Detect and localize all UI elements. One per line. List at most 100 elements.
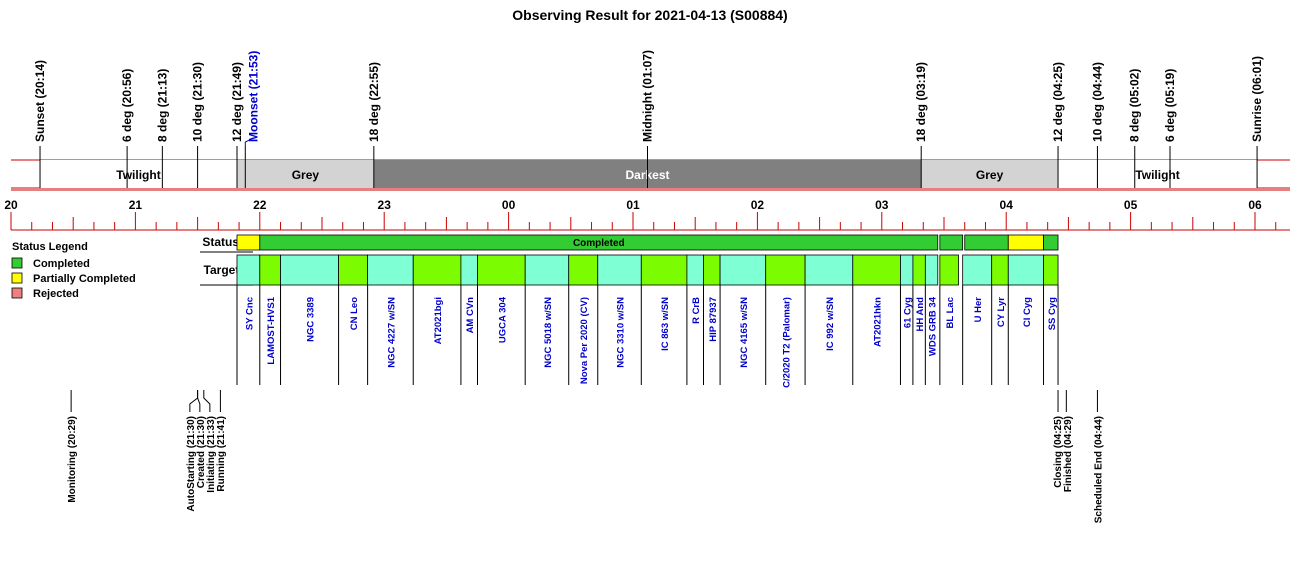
target-label-ci-cyg: CI Cyg xyxy=(1022,297,1033,327)
legend-title: Status Legend xyxy=(12,241,88,253)
target-label-at2021hkn: AT2021hkn xyxy=(873,297,884,347)
sky-band-grey-3 xyxy=(921,160,1059,188)
target-block-ngc-5018-w-sn xyxy=(524,254,570,286)
sky-band-label: Twilight xyxy=(116,168,160,182)
target-label-am-cvn: AM CVn xyxy=(465,297,476,334)
sky-event-label-moonset-21-53: Moonset (21:53) xyxy=(246,51,260,142)
target-label-at2021bgi: AT2021bgi xyxy=(433,297,444,344)
target-label-wds-grb-34: WDS GRB 34 xyxy=(928,296,939,356)
target-label-ngc-3389: NGC 3389 xyxy=(306,297,317,342)
hour-tick-label: 23 xyxy=(378,198,392,212)
system-event-leader xyxy=(189,390,199,412)
target-label-ngc-3310-w-sn: NGC 3310 w/SN xyxy=(616,297,627,368)
status-segment-4 xyxy=(1007,234,1044,251)
system-event-label-monitoring-20-29: Monitoring (20:29) xyxy=(67,416,78,503)
target-block-am-cvn xyxy=(460,254,478,286)
moonset-leader xyxy=(244,137,254,146)
status-segment-1 xyxy=(259,234,939,251)
target-block-cy-lyr xyxy=(991,254,1009,286)
sky-band-twilight-4 xyxy=(1058,160,1258,188)
target-label-bl-lac: BL Lac xyxy=(945,297,956,329)
hour-tick-label: 01 xyxy=(626,198,640,212)
legend-swatch-rejected xyxy=(11,287,23,299)
target-block-ic-863-w-sn xyxy=(640,254,688,286)
status-segment-5 xyxy=(1043,234,1059,251)
sky-band-grey-1 xyxy=(236,160,374,188)
target-label-cy-lyr: CY Lyr xyxy=(996,297,1007,327)
sky-event-label-6-deg-05-19: 6 deg (05:19) xyxy=(1163,69,1177,142)
target-block-lamost-hvs1 xyxy=(259,254,281,286)
sky-events-group: Sunset (20:14) 6 deg (20:56) 8 deg (21:13)… xyxy=(33,50,1264,188)
target-label-ugca-304: UGCA 304 xyxy=(497,296,508,343)
target-label-ngc-5018-w-sn: NGC 5018 w/SN xyxy=(543,297,554,368)
hour-tick-label: 06 xyxy=(1248,198,1262,212)
target-label-61-cyg: 61 Cyg xyxy=(903,297,914,328)
target-block-hip-87937 xyxy=(703,254,721,286)
target-block-ss-cyg xyxy=(1043,254,1059,286)
hour-tick-label: 21 xyxy=(129,198,143,212)
system-event-leader xyxy=(197,390,201,412)
target-block-ic-992-w-sn xyxy=(804,254,854,286)
sky-event-label-sunrise-06-01: Sunrise (06:01) xyxy=(1250,56,1264,142)
sky-event-label-8-deg-21-13: 8 deg (21:13) xyxy=(155,69,169,142)
sky-event-label-8-deg-05-02: 8 deg (05:02) xyxy=(1128,69,1142,142)
hour-tick-label: 22 xyxy=(253,198,267,212)
target-label-hh-and: HH And xyxy=(915,297,926,332)
status-segment-0 xyxy=(236,234,261,251)
target-block-61-cyg xyxy=(900,254,914,286)
legend-label-rejected: Rejected xyxy=(33,288,79,300)
targets-row-label: Targets xyxy=(204,263,247,277)
target-label-ic-863-w-sn: IC 863 w/SN xyxy=(660,297,671,351)
target-block-ugca-304 xyxy=(477,254,526,286)
time-axis-group: 20 21 22 23 00 01 02 03 04 05 06 xyxy=(4,189,1290,231)
sky-event-label-10-deg-21-30: 10 deg (21:30) xyxy=(191,62,205,142)
target-block-u-her xyxy=(962,254,993,286)
target-block-hh-and xyxy=(912,254,926,286)
hour-tick-label: 04 xyxy=(1000,198,1014,212)
target-block-c-2020-t2-palomar xyxy=(765,254,806,286)
target-block-at2021bgi xyxy=(412,254,462,286)
status-completed-label: Completed xyxy=(573,238,625,249)
target-label-u-her: U Her xyxy=(973,297,984,323)
system-events-group: Monitoring (20:29) AutoStarting (21:30) Cr… xyxy=(67,390,1104,523)
system-event-label-created-21-30: Created (21:30) xyxy=(196,416,207,488)
sky-event-label-12-deg-21-49: 12 deg (21:49) xyxy=(230,62,244,142)
target-block-sy-cnc xyxy=(236,254,261,286)
sky-event-label-6-deg-20-56: 6 deg (20:56) xyxy=(120,69,134,142)
system-event-label-scheduled-end-04-44: Scheduled End (04:44) xyxy=(1093,416,1104,523)
system-event-label-running-21-41: Running (21:41) xyxy=(216,416,227,492)
target-block-ngc-3310-w-sn xyxy=(597,254,642,286)
sky-event-label-12-deg-04-25: 12 deg (04:25) xyxy=(1051,62,1065,142)
target-block-cn-leo xyxy=(338,254,369,286)
sky-band-label: Grey xyxy=(976,168,1004,182)
system-event-label-finished-04-29: Finished (04:29) xyxy=(1063,416,1074,492)
targets-row-group: Targets SY Cnc LAMOST-HVS1 NGC 3389 CN Leo NG… xyxy=(200,254,1059,388)
hour-tick-label: 20 xyxy=(4,198,18,212)
hour-tick-label: 05 xyxy=(1124,198,1138,212)
target-label-lamost-hvs1: LAMOST-HVS1 xyxy=(266,296,277,364)
target-label-c-2020-t2-palomar: C/2020 T2 (Palomar) xyxy=(781,297,792,388)
hour-tick-label: 02 xyxy=(751,198,765,212)
legend-swatch-partially-completed xyxy=(11,272,23,284)
sky-event-label-18-deg-22-55: 18 deg (22:55) xyxy=(367,62,381,142)
status-row-label: Status xyxy=(202,235,239,249)
target-label-ngc-4165-w-sn: NGC 4165 w/SN xyxy=(739,297,750,368)
system-event-label-initiating-21-33: Initiating (21:33) xyxy=(206,416,217,493)
sky-event-label-sunset-20-14: Sunset (20:14) xyxy=(33,60,47,142)
target-block-bl-lac xyxy=(939,254,959,286)
target-label-ss-cyg: SS Cyg xyxy=(1047,297,1058,330)
system-event-label-closing-04-25: Closing (04:25) xyxy=(1053,416,1064,488)
target-block-r-crb xyxy=(686,254,704,286)
sky-band-twilight-0 xyxy=(40,160,237,188)
legend-label-completed: Completed xyxy=(33,258,90,270)
target-block-wds-grb-34 xyxy=(924,254,939,286)
target-label-nova-per-2020-cv: Nova Per 2020 (CV) xyxy=(579,297,590,384)
status-segment-2 xyxy=(939,234,964,251)
target-block-ngc-4227-w-sn xyxy=(367,254,414,286)
sky-event-label-midnight-01-07: Midnight (01:07) xyxy=(641,50,655,142)
hour-tick-label: 03 xyxy=(875,198,889,212)
sky-event-label-10-deg-04-44: 10 deg (04:44) xyxy=(1090,62,1104,142)
target-block-ngc-4165-w-sn xyxy=(719,254,767,286)
target-label-cn-leo: CN Leo xyxy=(349,297,360,330)
legend-label-partially-completed: Partially Completed xyxy=(33,273,136,285)
